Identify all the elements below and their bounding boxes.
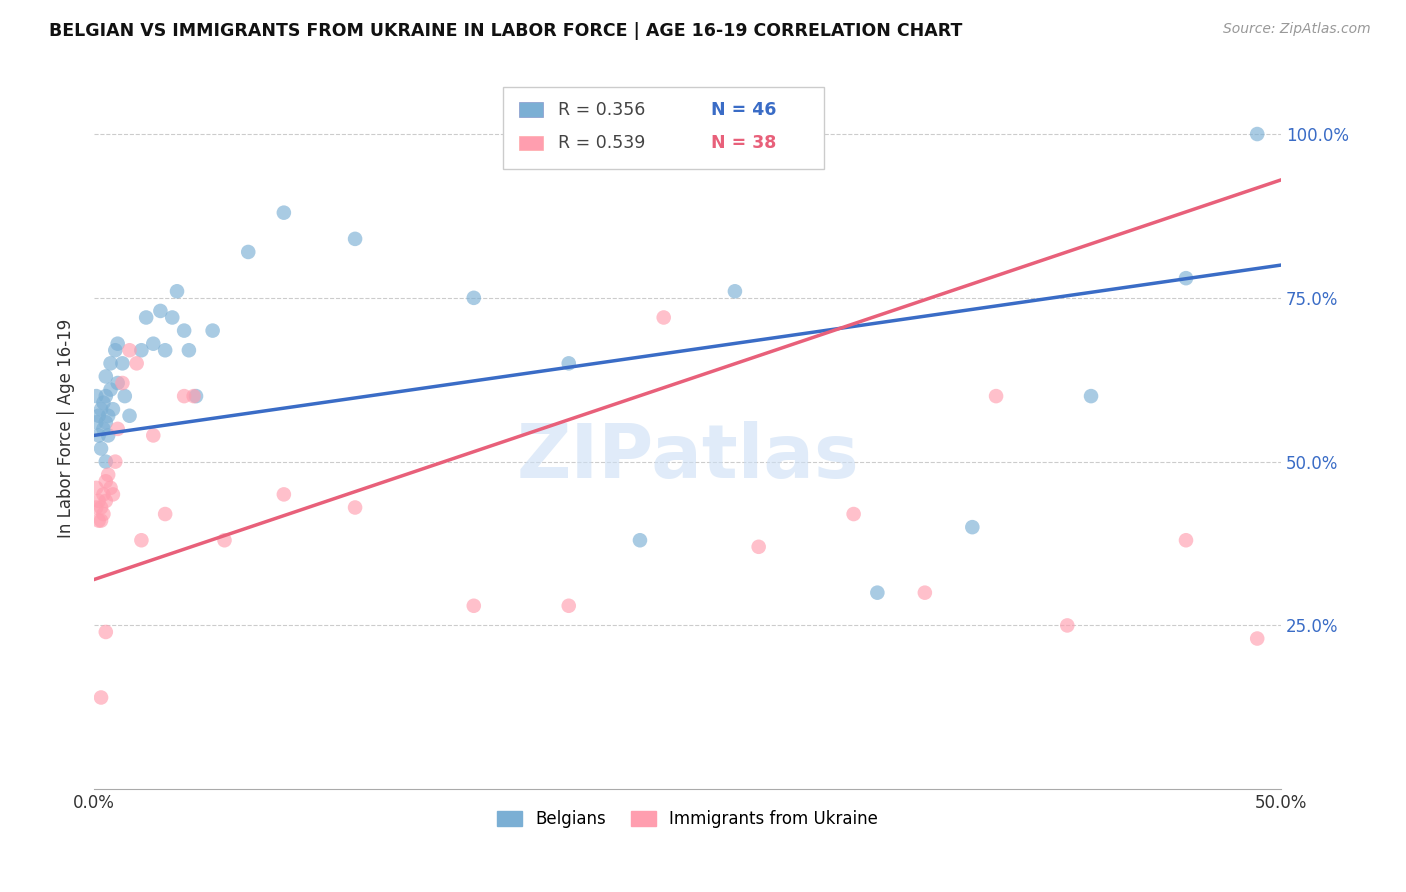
Point — [962, 520, 984, 534]
Point — [131, 343, 153, 358]
Point — [84, 415, 107, 429]
Point — [724, 285, 747, 299]
Point — [90, 402, 112, 417]
Point — [93, 422, 115, 436]
Point — [173, 324, 195, 338]
Point — [90, 500, 112, 515]
Point — [273, 487, 295, 501]
Point — [149, 304, 172, 318]
Point — [84, 500, 107, 515]
Point — [101, 402, 124, 417]
Point — [101, 487, 124, 501]
Point — [214, 533, 236, 548]
Point — [94, 624, 117, 639]
Point — [94, 455, 117, 469]
Point — [94, 494, 117, 508]
Point — [984, 389, 1007, 403]
Point — [94, 369, 117, 384]
Point — [173, 389, 195, 403]
Point — [107, 376, 129, 390]
Legend: Belgians, Immigrants from Ukraine: Belgians, Immigrants from Ukraine — [491, 804, 884, 835]
Point — [104, 455, 127, 469]
Point — [87, 514, 110, 528]
Point — [90, 690, 112, 705]
Point — [84, 389, 107, 403]
Point — [166, 285, 188, 299]
Point — [463, 599, 485, 613]
Point — [135, 310, 157, 325]
Point — [866, 585, 889, 599]
Point — [344, 232, 367, 246]
Point — [87, 428, 110, 442]
Bar — [519, 103, 543, 117]
Y-axis label: In Labor Force | Age 16-19: In Labor Force | Age 16-19 — [58, 319, 75, 539]
Point — [201, 324, 224, 338]
Point — [748, 540, 770, 554]
Point — [1175, 533, 1198, 548]
Point — [914, 585, 936, 599]
Text: Source: ZipAtlas.com: Source: ZipAtlas.com — [1223, 22, 1371, 37]
Text: BELGIAN VS IMMIGRANTS FROM UKRAINE IN LABOR FORCE | AGE 16-19 CORRELATION CHART: BELGIAN VS IMMIGRANTS FROM UKRAINE IN LA… — [49, 22, 963, 40]
Point — [558, 599, 581, 613]
Point — [111, 356, 134, 370]
Point — [94, 415, 117, 429]
Point — [90, 442, 112, 456]
Point — [107, 336, 129, 351]
Point — [104, 343, 127, 358]
Point — [84, 481, 107, 495]
Point — [628, 533, 651, 548]
Point — [142, 428, 165, 442]
Point — [558, 356, 581, 370]
Point — [97, 428, 120, 442]
Point — [111, 376, 134, 390]
Point — [107, 422, 129, 436]
Point — [118, 343, 141, 358]
Point — [142, 336, 165, 351]
Point — [842, 507, 865, 521]
Point — [90, 514, 112, 528]
Point — [97, 467, 120, 482]
Point — [153, 343, 176, 358]
Point — [1175, 271, 1198, 285]
Point — [87, 409, 110, 423]
Point — [87, 494, 110, 508]
Point — [177, 343, 200, 358]
Text: R = 0.539: R = 0.539 — [558, 134, 645, 152]
Point — [131, 533, 153, 548]
Point — [94, 389, 117, 403]
Point — [1246, 632, 1268, 646]
Point — [183, 389, 205, 403]
Point — [100, 383, 122, 397]
Point — [162, 310, 184, 325]
Text: ZIPatlas: ZIPatlas — [516, 421, 859, 494]
Point — [153, 507, 176, 521]
Point — [273, 205, 295, 219]
Point — [184, 389, 207, 403]
Point — [118, 409, 141, 423]
Point — [1080, 389, 1102, 403]
Point — [344, 500, 367, 515]
Text: N = 38: N = 38 — [711, 134, 776, 152]
Point — [100, 356, 122, 370]
Point — [94, 475, 117, 489]
Point — [114, 389, 136, 403]
Point — [238, 244, 260, 259]
Point — [93, 507, 115, 521]
Text: R = 0.356: R = 0.356 — [558, 101, 645, 119]
Point — [93, 395, 115, 409]
Bar — [519, 136, 543, 150]
Point — [100, 481, 122, 495]
Point — [97, 409, 120, 423]
Point — [1246, 127, 1268, 141]
Point — [652, 310, 675, 325]
Point — [93, 487, 115, 501]
Point — [463, 291, 485, 305]
Point — [1056, 618, 1078, 632]
Bar — [503, 87, 824, 169]
Text: N = 46: N = 46 — [711, 101, 776, 119]
Point — [125, 356, 148, 370]
